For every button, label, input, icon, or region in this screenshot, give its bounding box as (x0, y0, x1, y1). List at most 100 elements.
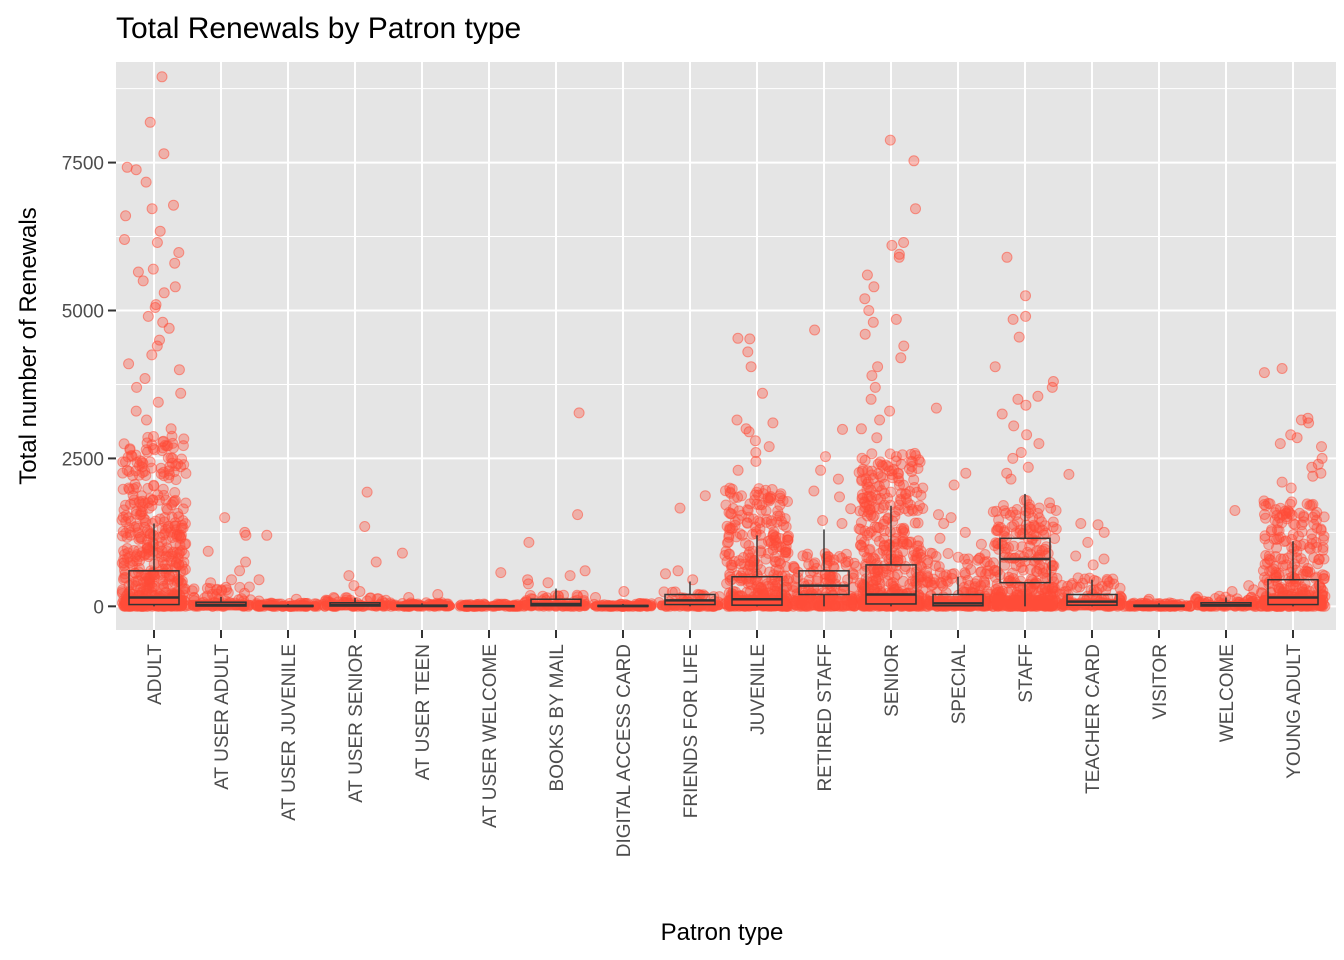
outlier-point (674, 502, 686, 514)
data-point (942, 548, 954, 559)
data-point (842, 574, 854, 586)
outlier-point (1005, 473, 1017, 485)
x-tick-label: AT USER WELCOME (480, 644, 501, 828)
data-point (658, 586, 670, 598)
outlier-point (522, 574, 534, 586)
data-point (123, 466, 135, 477)
outlier-point (146, 203, 158, 215)
outlier-point (151, 340, 163, 352)
data-point (742, 505, 754, 516)
outlier-point (158, 148, 170, 160)
outlier-point (732, 464, 744, 476)
data-point (148, 569, 160, 581)
data-point (734, 528, 746, 540)
outlier-point (1013, 331, 1025, 343)
outlier-point (743, 426, 755, 438)
outlier-point (1020, 290, 1031, 302)
data-point (898, 522, 910, 534)
x-tick-label: YOUNG ADULT (1284, 644, 1305, 779)
data-point (877, 472, 888, 483)
data-point (1029, 521, 1040, 532)
data-point (856, 452, 868, 464)
outlier-point (290, 593, 302, 605)
data-point (137, 467, 149, 478)
data-point (874, 456, 886, 468)
data-point (142, 446, 153, 458)
data-point (912, 547, 924, 559)
outlier-point (149, 302, 161, 313)
outlier-point (910, 203, 921, 215)
outlier-point (859, 293, 871, 305)
outlier-point (1007, 313, 1019, 325)
data-point (893, 468, 905, 480)
outlier-point (869, 381, 881, 393)
data-point (1301, 566, 1313, 578)
outlier-point (396, 547, 408, 559)
outlier-point (1012, 393, 1024, 405)
outlier-point (975, 538, 987, 550)
data-point (892, 472, 904, 484)
x-tick-label: RETIRED STAFF (815, 644, 836, 791)
outlier-point (1082, 536, 1094, 548)
outlier-point (863, 305, 875, 316)
data-point-band (121, 595, 187, 611)
data-point (720, 485, 731, 497)
x-tick-label: SPECIAL (949, 644, 970, 724)
data-point (142, 431, 154, 443)
data-point (124, 557, 136, 569)
data-point (856, 474, 868, 485)
data-point (1027, 512, 1039, 524)
outlier-point (742, 346, 754, 358)
data-point (1311, 571, 1322, 583)
data-point (877, 566, 889, 578)
outlier-point (169, 281, 181, 293)
data-point (154, 531, 166, 543)
data-point (158, 466, 170, 478)
data-point (884, 448, 896, 460)
data-point (868, 563, 880, 575)
data-point (724, 568, 736, 580)
data-point (147, 540, 159, 552)
outlier-point (874, 414, 886, 426)
outlier-point (868, 281, 880, 293)
data-point (885, 486, 897, 498)
outlier-point (732, 332, 744, 344)
outlier-point (834, 491, 845, 503)
data-point (778, 575, 790, 587)
outlier-point (121, 161, 133, 173)
outlier-point (1033, 438, 1045, 450)
data-point (909, 517, 921, 529)
data-point (1050, 505, 1062, 516)
outlier-point (234, 565, 246, 577)
data-point (917, 503, 929, 514)
outlier-point (523, 536, 535, 548)
outlier-point (140, 176, 152, 188)
data-point (1017, 564, 1029, 576)
data-point (756, 538, 768, 550)
outlier-point (1285, 482, 1297, 494)
data-point (1012, 580, 1024, 592)
data-point (1273, 582, 1285, 594)
outlier-point (1008, 420, 1020, 432)
data-point (1008, 540, 1020, 552)
data-point (157, 483, 169, 495)
outlier-point (219, 512, 231, 524)
data-point (1281, 511, 1292, 523)
outlier-point (163, 322, 175, 334)
outlier-point (131, 381, 143, 393)
outlier-point (699, 490, 711, 502)
outlier-point (959, 526, 971, 538)
data-point (772, 505, 784, 517)
data-point (877, 502, 889, 514)
data-point (1270, 569, 1282, 581)
outlier-point (836, 518, 848, 529)
data-point (1264, 498, 1276, 510)
data-point (903, 505, 915, 517)
data-point (164, 571, 176, 583)
outlier-point (572, 509, 584, 521)
data-point (176, 519, 188, 531)
outlier-point (1274, 438, 1286, 450)
data-point (890, 455, 902, 467)
data-point (744, 585, 756, 597)
data-point (889, 510, 901, 522)
